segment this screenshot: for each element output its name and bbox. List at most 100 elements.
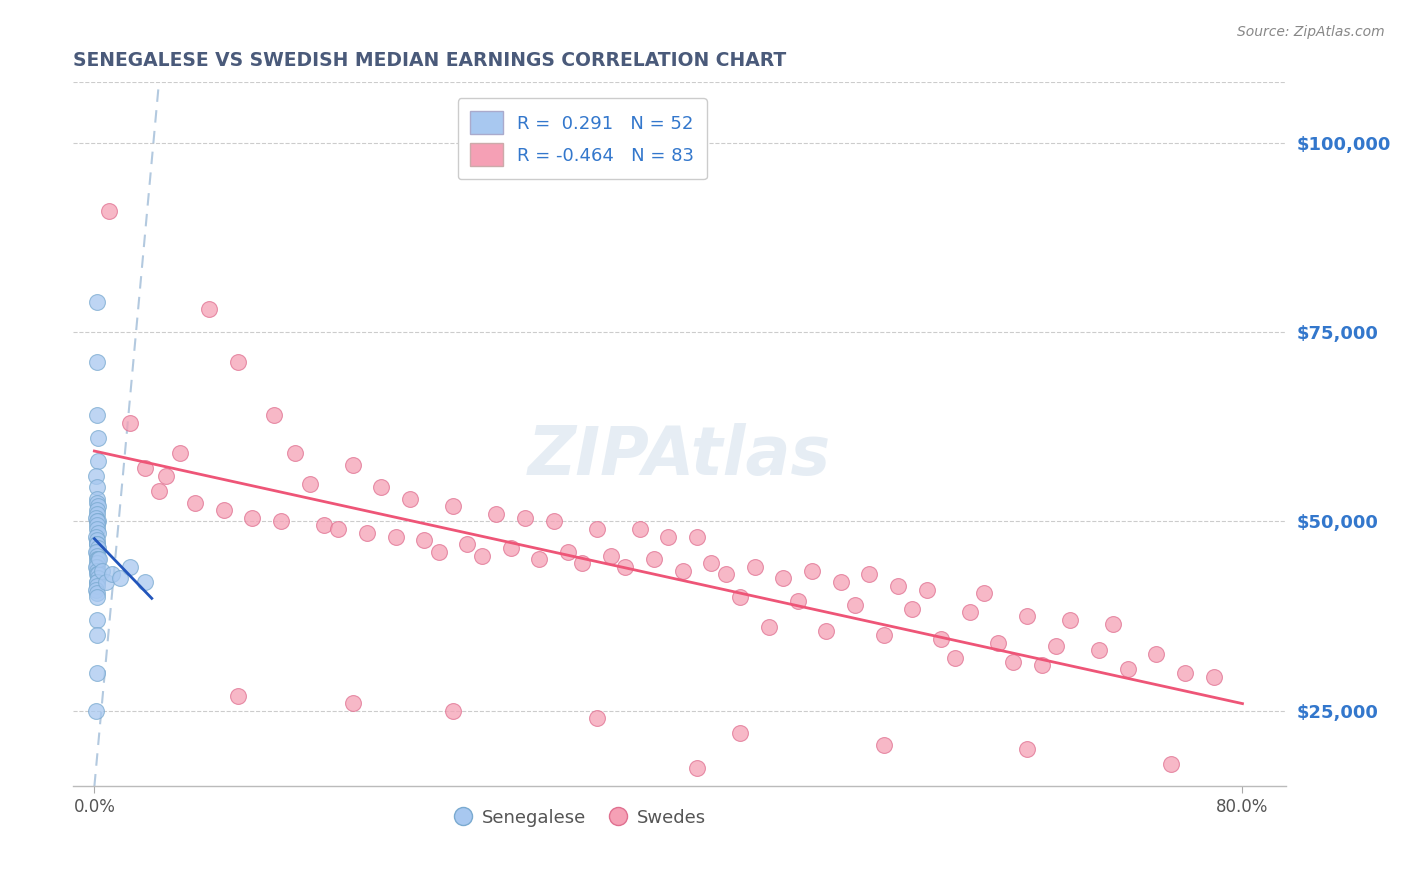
- Point: [557, 545, 579, 559]
- Point: [356, 525, 378, 540]
- Point: [169, 446, 191, 460]
- Point: [815, 624, 838, 639]
- Point: [86, 556, 108, 570]
- Point: [86, 586, 108, 600]
- Point: [86, 591, 108, 605]
- Point: [226, 689, 249, 703]
- Point: [84, 545, 107, 559]
- Point: [86, 518, 108, 533]
- Point: [312, 518, 335, 533]
- Point: [643, 552, 665, 566]
- Point: [456, 537, 478, 551]
- Point: [86, 431, 108, 445]
- Point: [212, 503, 235, 517]
- Point: [1174, 665, 1197, 680]
- Point: [672, 564, 695, 578]
- Point: [86, 579, 108, 593]
- Point: [84, 469, 107, 483]
- Point: [86, 575, 108, 590]
- Point: [585, 711, 607, 725]
- Point: [758, 620, 780, 634]
- Point: [86, 560, 108, 574]
- Point: [1045, 640, 1067, 654]
- Point: [471, 549, 494, 563]
- Point: [86, 537, 108, 551]
- Point: [87, 515, 110, 529]
- Point: [628, 522, 651, 536]
- Point: [614, 560, 637, 574]
- Point: [120, 560, 142, 574]
- Point: [86, 495, 108, 509]
- Point: [657, 530, 679, 544]
- Point: [873, 628, 896, 642]
- Point: [529, 552, 551, 566]
- Point: [298, 476, 321, 491]
- Point: [600, 549, 623, 563]
- Point: [384, 530, 406, 544]
- Point: [413, 533, 436, 548]
- Point: [155, 469, 177, 483]
- Point: [84, 530, 107, 544]
- Point: [786, 594, 808, 608]
- Point: [86, 545, 108, 559]
- Point: [86, 564, 108, 578]
- Point: [1017, 609, 1039, 624]
- Point: [87, 571, 110, 585]
- Point: [800, 564, 823, 578]
- Point: [87, 552, 110, 566]
- Point: [86, 409, 108, 423]
- Point: [84, 560, 107, 574]
- Text: SENEGALESE VS SWEDISH MEDIAN EARNINGS CORRELATION CHART: SENEGALESE VS SWEDISH MEDIAN EARNINGS CO…: [73, 51, 786, 70]
- Point: [148, 484, 170, 499]
- Point: [108, 571, 131, 585]
- Point: [184, 495, 207, 509]
- Point: [284, 446, 307, 460]
- Point: [915, 582, 938, 597]
- Point: [86, 552, 108, 566]
- Point: [441, 500, 464, 514]
- Point: [86, 552, 108, 566]
- Point: [86, 355, 108, 369]
- Point: [86, 567, 108, 582]
- Point: [84, 704, 107, 718]
- Point: [830, 575, 852, 590]
- Point: [90, 564, 112, 578]
- Point: [700, 556, 723, 570]
- Point: [84, 510, 107, 524]
- Point: [86, 522, 108, 536]
- Point: [1059, 613, 1081, 627]
- Point: [1031, 658, 1053, 673]
- Point: [973, 586, 995, 600]
- Point: [485, 507, 508, 521]
- Point: [1144, 647, 1167, 661]
- Point: [1102, 616, 1125, 631]
- Point: [100, 567, 122, 582]
- Point: [370, 480, 392, 494]
- Point: [427, 545, 450, 559]
- Point: [97, 204, 120, 219]
- Point: [844, 598, 866, 612]
- Point: [342, 458, 364, 472]
- Point: [1001, 655, 1024, 669]
- Point: [873, 738, 896, 752]
- Point: [945, 650, 967, 665]
- Point: [858, 567, 880, 582]
- Point: [399, 491, 422, 506]
- Point: [87, 454, 110, 468]
- Point: [86, 515, 108, 529]
- Point: [86, 533, 108, 548]
- Point: [86, 628, 108, 642]
- Point: [87, 541, 110, 555]
- Point: [342, 696, 364, 710]
- Point: [513, 510, 536, 524]
- Point: [86, 613, 108, 627]
- Text: Source: ZipAtlas.com: Source: ZipAtlas.com: [1237, 25, 1385, 39]
- Point: [686, 530, 709, 544]
- Point: [929, 632, 952, 646]
- Point: [86, 567, 108, 582]
- Legend: Senegalese, Swedes: Senegalese, Swedes: [451, 801, 713, 834]
- Point: [86, 537, 108, 551]
- Point: [571, 556, 593, 570]
- Point: [240, 510, 263, 524]
- Point: [86, 507, 108, 521]
